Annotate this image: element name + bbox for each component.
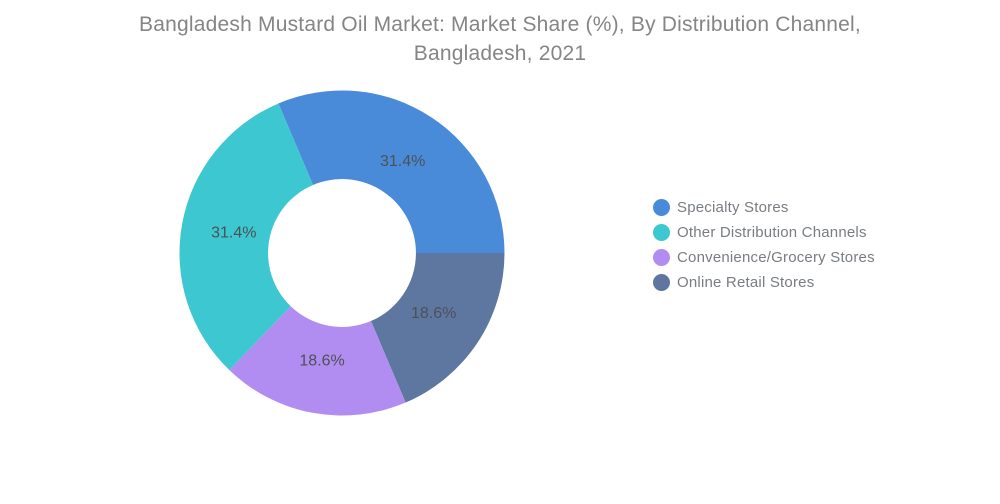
- legend-swatch-icon: [653, 249, 670, 266]
- legend-swatch-icon: [653, 199, 670, 216]
- legend-item-label: Specialty Stores: [677, 199, 789, 216]
- legend-swatch-icon: [653, 274, 670, 291]
- legend-item-specialty-stores[interactable]: Specialty Stores: [653, 195, 875, 220]
- pie-slice-specialty-stores[interactable]: [278, 90, 505, 254]
- chart-legend: Specialty Stores Other Distribution Chan…: [653, 195, 875, 295]
- legend-item-label: Online Retail Stores: [677, 274, 815, 291]
- pie-slice-convenience-grocery-stores[interactable]: [229, 306, 406, 416]
- chart-title-line-1: Bangladesh Mustard Oil Market: Market Sh…: [139, 13, 861, 36]
- pie-slice-online-retail-stores[interactable]: [370, 253, 505, 403]
- legend-item-label: Other Distribution Channels: [677, 224, 867, 241]
- legend-item-label: Convenience/Grocery Stores: [677, 249, 875, 266]
- legend-item-other-distribution-channels[interactable]: Other Distribution Channels: [653, 220, 875, 245]
- slice-label-convenience-grocery-stores: 18.6%: [299, 353, 344, 370]
- slice-label-specialty-stores: 31.4%: [380, 153, 425, 170]
- slice-label-other-distribution-channels: 31.4%: [211, 225, 256, 242]
- donut-chart: 31.4% 18.6% 18.6% 31.4%: [179, 90, 505, 416]
- pie-slice-other-distribution-channels[interactable]: [179, 103, 314, 371]
- legend-item-online-retail-stores[interactable]: Online Retail Stores: [653, 270, 875, 295]
- slice-label-online-retail-stores: 18.6%: [411, 305, 456, 322]
- chart-title: Bangladesh Mustard Oil Market: Market Sh…: [0, 10, 1000, 68]
- legend-item-convenience-grocery-stores[interactable]: Convenience/Grocery Stores: [653, 245, 875, 270]
- chart-title-line-2: Bangladesh, 2021: [413, 42, 587, 65]
- legend-swatch-icon: [653, 224, 670, 241]
